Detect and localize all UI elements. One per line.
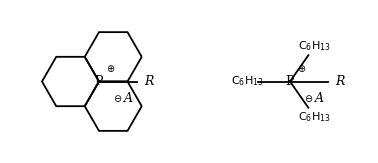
Text: R: R (144, 75, 154, 88)
Text: $\mathsf{C_6H_{13}}$: $\mathsf{C_6H_{13}}$ (298, 110, 331, 124)
Text: $\oplus$: $\oplus$ (297, 63, 307, 74)
Text: $\mathsf{C_6H_{13}}$: $\mathsf{C_6H_{13}}$ (298, 39, 331, 53)
Text: $\oplus$: $\oplus$ (106, 63, 116, 74)
Text: P: P (95, 75, 103, 88)
Text: $\ominus$: $\ominus$ (113, 94, 122, 104)
Text: A: A (124, 92, 133, 105)
Text: P: P (286, 75, 294, 88)
Text: $\mathsf{C_6H_{13}}$: $\mathsf{C_6H_{13}}$ (231, 75, 263, 88)
Text: A: A (314, 92, 324, 105)
Text: $\ominus$: $\ominus$ (304, 94, 314, 104)
Text: R: R (335, 75, 345, 88)
